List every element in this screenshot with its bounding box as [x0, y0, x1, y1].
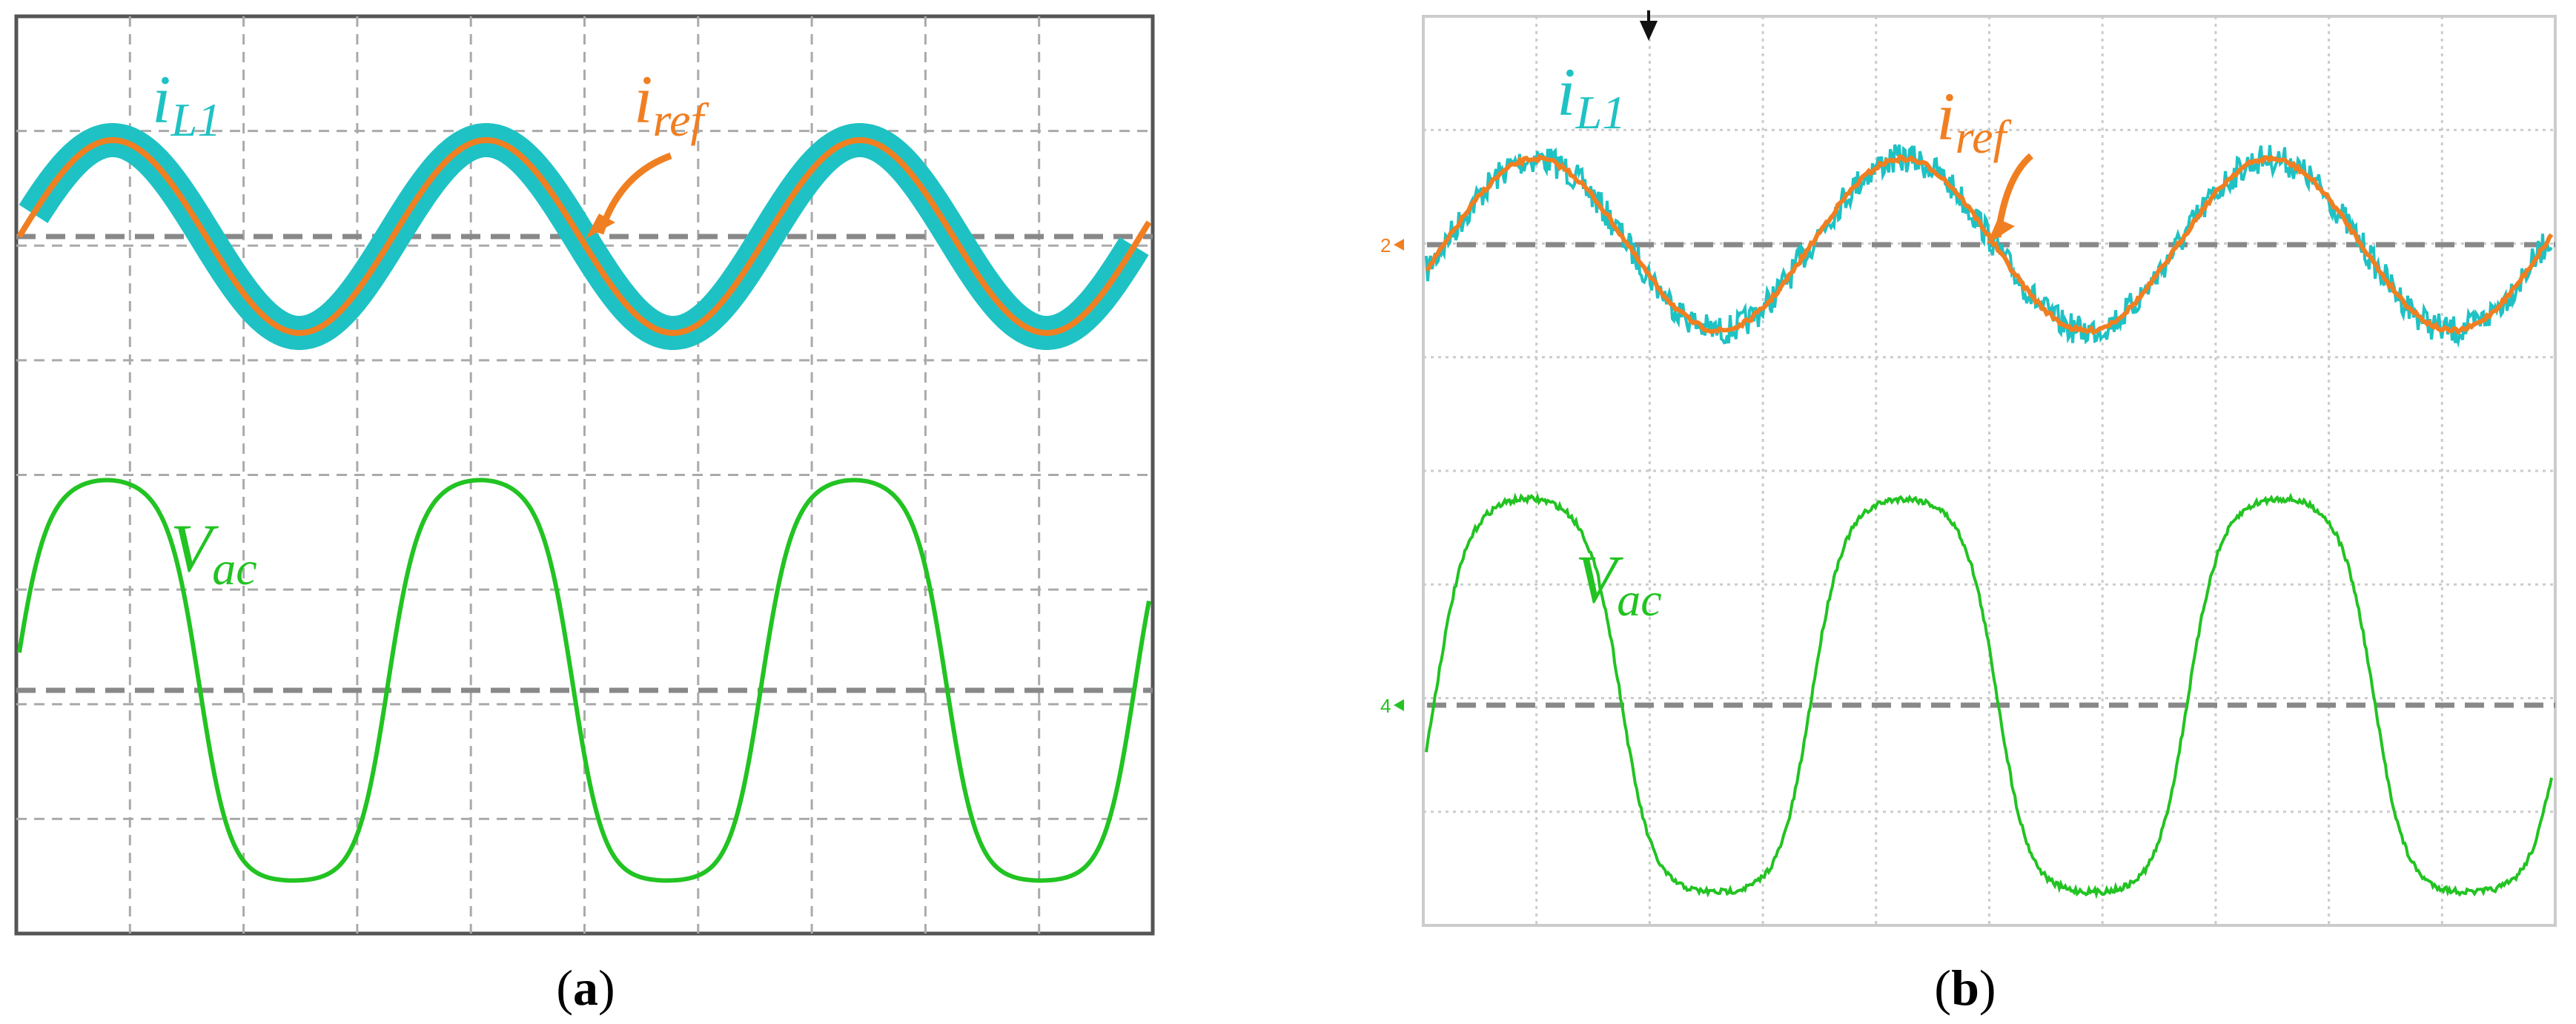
- trigger-marker: [1639, 10, 1658, 41]
- label-main: i: [634, 62, 653, 137]
- caption: (b): [1934, 959, 1996, 1016]
- caption-letter: b: [1951, 959, 1979, 1016]
- vac-label: Vac: [170, 510, 257, 595]
- caption-letter: a: [573, 959, 598, 1016]
- label-sub: L1: [1575, 86, 1626, 139]
- il1-label: iL1: [1557, 54, 1626, 139]
- caption-part: ): [598, 959, 615, 1016]
- vac-waveform: [17, 478, 1151, 883]
- iref-label: iref: [1936, 79, 2013, 163]
- channel-marker: 2: [1380, 234, 1391, 257]
- vac-waveform: [1425, 492, 2553, 899]
- caption-part: (: [1934, 959, 1951, 1016]
- label-main: i: [1557, 54, 1576, 130]
- label-main: V: [1575, 541, 1624, 617]
- label-sub: ref: [1956, 110, 2013, 163]
- label-main: i: [1936, 79, 1956, 154]
- caption: (a): [556, 959, 615, 1016]
- caption-part: (: [556, 959, 573, 1016]
- label-main: i: [152, 62, 171, 137]
- panel-a: iL1 iref Vac (a): [14, 14, 1155, 1016]
- label-sub: ref: [653, 93, 710, 146]
- iref-waveform: [1426, 153, 2554, 336]
- label-sub: L1: [170, 93, 222, 146]
- channel-arrow: [1394, 239, 1404, 251]
- arrow-head: [586, 214, 615, 239]
- label-sub: ac: [1617, 573, 1661, 626]
- channel-marker: 4: [1380, 695, 1391, 717]
- iref-label: iref: [634, 62, 710, 146]
- il1-label: iL1: [152, 62, 221, 146]
- grid: [1423, 16, 2555, 925]
- label-sub: ac: [212, 542, 256, 595]
- channel-arrow: [1394, 699, 1404, 711]
- caption-part: ): [1979, 959, 1996, 1016]
- iref-waveform: [16, 136, 1152, 337]
- vac-label: Vac: [1575, 541, 1662, 626]
- arrow-head: [1987, 219, 2015, 245]
- label-main: V: [170, 510, 219, 586]
- panel-b: 2 4 iL1 iref Vac (b): [1380, 10, 2557, 1016]
